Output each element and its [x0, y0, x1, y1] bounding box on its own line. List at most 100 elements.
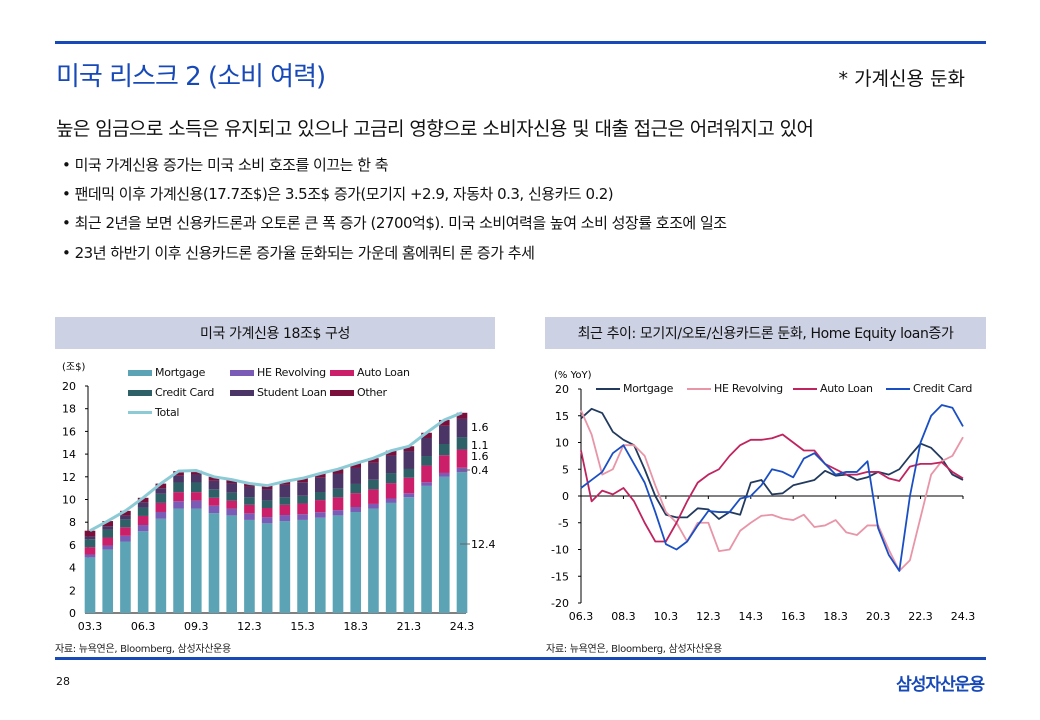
- x-tick-label: 14.3: [739, 610, 764, 623]
- bottom-rule: [55, 657, 986, 660]
- legend-label: Other: [357, 386, 387, 399]
- x-tick-label: 12.3: [237, 620, 262, 633]
- bar-auto-loan: [173, 492, 184, 502]
- bar-mortgage: [173, 508, 184, 613]
- line-he-revolving: [580, 410, 964, 572]
- bar-auto-loan: [120, 527, 131, 536]
- x-tick-label: 22.3: [908, 610, 933, 623]
- bar-other: [314, 473, 326, 478]
- x-tick-label: 03.3: [78, 620, 103, 633]
- top-rule: [55, 41, 986, 44]
- bar-credit-card: [84, 539, 96, 548]
- bar-other: [438, 419, 450, 426]
- bullet: • 최근 2년을 보면 신용카드론과 오토론 큰 폭 증가 (2700억$). …: [62, 214, 727, 232]
- y-tick-label: 6: [69, 539, 76, 552]
- bar-other: [244, 483, 255, 487]
- page-tag: * 가계신용 둔화: [838, 68, 965, 90]
- bar-credit-card: [208, 489, 220, 498]
- bar-credit-card: [190, 482, 202, 493]
- bar-credit-card: [102, 529, 114, 538]
- y-tick-label: 20: [555, 383, 569, 396]
- right-source: 자료: 뉴욕연은, Bloomberg, 삼성자산운용: [546, 644, 722, 655]
- legend-swatch: [687, 387, 711, 390]
- y-axis-label: (조$): [62, 362, 85, 373]
- bar-mortgage: [137, 531, 149, 613]
- legend-label: Auto Loan: [820, 382, 873, 395]
- legend-item: Mortgage: [596, 382, 673, 395]
- legend-swatch: [230, 389, 254, 396]
- y-tick-label: 5: [562, 463, 569, 476]
- bar-credit-card: [332, 488, 344, 498]
- bar-auto-loan: [226, 500, 238, 509]
- bar-auto-loan: [244, 504, 255, 514]
- legend-label: Credit Card: [913, 382, 973, 395]
- bar-other: [84, 530, 96, 537]
- bar-other: [456, 412, 468, 419]
- bar-he-revolving: [279, 515, 291, 522]
- y-tick-label: 8: [69, 516, 76, 529]
- bar-auto-loan: [403, 477, 415, 494]
- legend-swatch: [230, 369, 254, 376]
- bar-student-loan: [137, 502, 149, 508]
- y-tick-label: -15: [551, 570, 569, 583]
- bar-credit-card: [155, 493, 167, 503]
- y-tick-label: 20: [62, 380, 76, 393]
- x-tick-label: 06.3: [131, 620, 156, 633]
- bar-student-loan: [385, 455, 397, 474]
- y-tick-label: 0: [562, 490, 569, 503]
- bar-auto-loan: [84, 547, 96, 555]
- legend-item: HE Revolving: [230, 366, 326, 379]
- bar-student-loan: [350, 467, 362, 484]
- legend-item: Other: [330, 386, 387, 399]
- bar-mortgage: [155, 518, 167, 613]
- bar-other: [297, 478, 308, 483]
- x-tick-label: 10.3: [654, 610, 679, 623]
- bar-other: [332, 469, 344, 474]
- bar-he-revolving: [403, 493, 415, 498]
- bar-mortgage: [102, 549, 114, 613]
- bar-other: [261, 485, 273, 490]
- bar-mortgage: [403, 497, 415, 613]
- data-label: 1.6: [471, 421, 489, 434]
- bar-auto-loan: [350, 493, 362, 507]
- bar-mortgage: [190, 508, 202, 613]
- bar-auto-loan: [456, 449, 468, 468]
- legend-label: Mortgage: [623, 382, 674, 395]
- company-logo: 삼성자산운용: [896, 675, 985, 695]
- x-tick-label: 08.3: [611, 610, 636, 623]
- bar-mortgage: [438, 476, 450, 613]
- page-title: 미국 리스크 2 (소비 여력): [56, 62, 326, 92]
- bar-student-loan: [84, 536, 96, 540]
- legend-item: Student Loan: [230, 386, 327, 399]
- data-label: 12.4: [471, 538, 496, 551]
- bar-student-loan: [102, 526, 114, 530]
- bar-he-revolving: [350, 506, 362, 512]
- total-line: [89, 411, 463, 533]
- legend-label: HE Revolving: [714, 382, 783, 395]
- y-tick-label: 0: [69, 607, 76, 620]
- bar-credit-card: [421, 456, 432, 466]
- x-tick-label: 24.3: [450, 620, 475, 633]
- y-tick-label: 4: [69, 562, 76, 575]
- bar-he-revolving: [84, 554, 96, 558]
- bar-other: [173, 471, 184, 476]
- legend-item: Total: [128, 406, 180, 419]
- legend-item: Auto Loan: [330, 366, 410, 379]
- bar-student-loan: [403, 451, 415, 469]
- bar-credit-card: [173, 482, 184, 493]
- bar-other: [120, 510, 131, 516]
- bar-credit-card: [403, 468, 415, 478]
- bar-he-revolving: [261, 517, 273, 524]
- bar-other: [190, 470, 202, 475]
- y-tick-label: 10: [555, 437, 569, 450]
- bar-he-revolving: [102, 545, 114, 550]
- bar-credit-card: [226, 492, 238, 501]
- bar-he-revolving: [314, 512, 326, 518]
- bar-he-revolving: [421, 482, 432, 486]
- bar-he-revolving: [297, 514, 308, 520]
- bar-credit-card: [456, 437, 468, 450]
- bar-he-revolving: [120, 535, 131, 542]
- bar-he-revolving: [208, 505, 220, 514]
- bar-mortgage: [84, 557, 96, 613]
- bar-student-loan: [226, 483, 238, 493]
